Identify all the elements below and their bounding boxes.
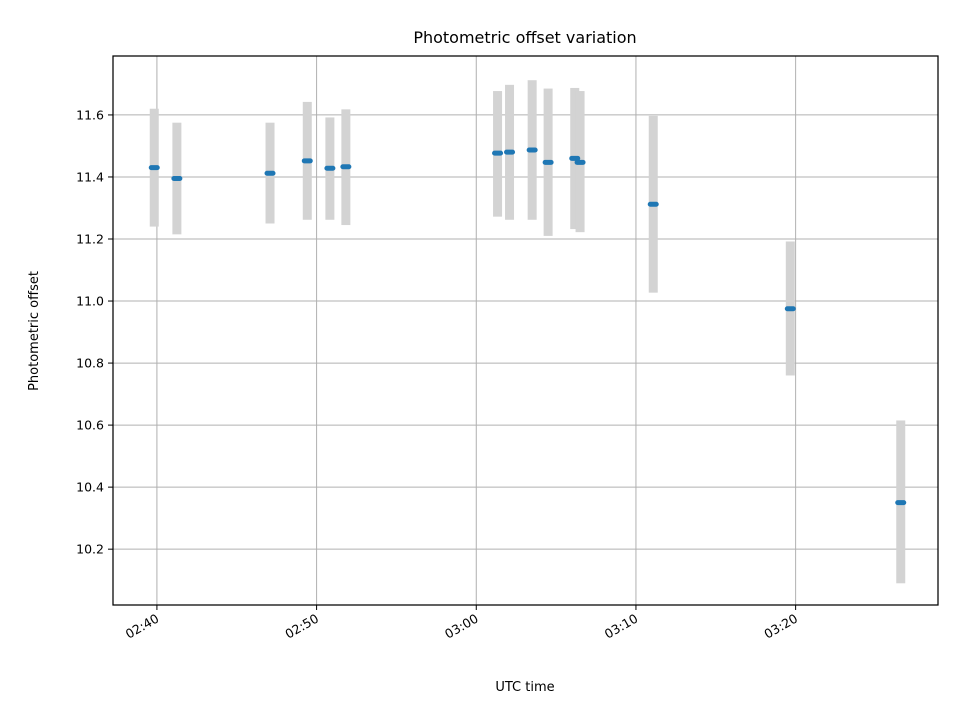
- y-tick-label: 11.0: [76, 294, 104, 309]
- data-point: [526, 147, 538, 153]
- y-tick-label: 10.6: [76, 418, 104, 433]
- grid-layer: [113, 56, 938, 605]
- data-point: [542, 159, 554, 165]
- data-point: [895, 500, 907, 506]
- plot-frame: [112, 55, 939, 606]
- y-tick-label: 10.2: [76, 542, 104, 557]
- data-point: [301, 158, 313, 164]
- y-tick-label: 10.8: [76, 356, 104, 371]
- y-tick-label: 11.6: [76, 107, 104, 122]
- y-tick-label: 10.4: [76, 480, 104, 495]
- data-point: [647, 201, 659, 207]
- chart-title: Photometric offset variation: [413, 28, 636, 47]
- point-layer: [148, 147, 907, 506]
- data-point: [504, 149, 516, 155]
- y-tick-label: 11.2: [76, 232, 104, 247]
- data-point: [324, 165, 336, 171]
- x-axis-label: UTC time: [495, 680, 554, 695]
- data-point: [148, 165, 160, 171]
- data-point: [569, 155, 581, 161]
- data-point: [492, 150, 504, 156]
- data-point: [340, 164, 352, 170]
- data-point: [264, 170, 276, 176]
- y-axis-label: Photometric offset: [27, 271, 42, 391]
- data-point: [171, 176, 183, 182]
- data-point: [784, 306, 796, 312]
- y-tick-label: 11.4: [76, 169, 104, 184]
- data-point: [574, 159, 586, 165]
